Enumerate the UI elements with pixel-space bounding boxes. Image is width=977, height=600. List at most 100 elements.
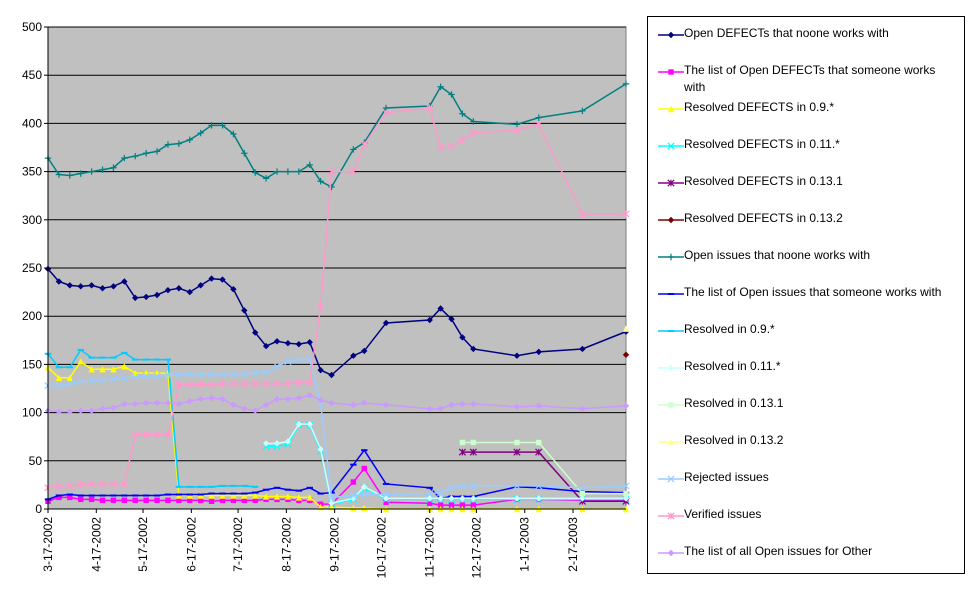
legend-marker	[667, 105, 675, 113]
data-point	[153, 148, 161, 155]
y-tick-label: 0	[35, 502, 42, 516]
data-point	[120, 480, 128, 488]
data-point	[273, 168, 281, 175]
legend-label: The list of Open issues that someone wor…	[684, 285, 942, 299]
data-point	[143, 497, 149, 504]
data-point	[470, 502, 477, 508]
data-point	[470, 439, 477, 446]
data-point	[197, 129, 204, 137]
data-point	[306, 420, 313, 428]
series-12	[622, 325, 630, 332]
series-14	[44, 104, 630, 492]
data-point	[186, 288, 193, 296]
data-point	[578, 210, 587, 218]
data-point	[164, 371, 172, 379]
legend-marker	[667, 549, 675, 557]
data-point	[109, 375, 118, 383]
data-point	[132, 152, 139, 160]
data-point	[208, 498, 215, 504]
legend-item: Resolved DEFECTS in 0.11.*	[648, 128, 966, 165]
data-point	[87, 377, 96, 385]
data-point	[131, 431, 139, 439]
data-point	[98, 376, 107, 384]
x-tick-label: 12-17-2002	[469, 517, 483, 579]
data-point	[437, 495, 444, 502]
legend-label: Open issues that noone works with	[684, 248, 871, 262]
data-point	[535, 114, 542, 121]
data-point	[579, 495, 586, 502]
data-point	[436, 143, 445, 152]
data-point	[579, 345, 586, 353]
data-point	[514, 439, 520, 446]
data-point	[273, 395, 281, 403]
data-point	[469, 129, 477, 137]
data-point	[622, 495, 630, 502]
data-point	[262, 401, 270, 409]
legend-item: The list of Open issues that someone wor…	[648, 276, 966, 313]
data-point	[447, 142, 456, 151]
y-tick-label: 200	[22, 309, 42, 323]
legend-label: Resolved in 0.13.2	[684, 433, 784, 447]
data-point	[99, 405, 106, 412]
data-point	[284, 438, 292, 445]
data-point	[132, 497, 138, 504]
data-point	[230, 401, 237, 409]
data-point	[448, 315, 455, 323]
data-point	[251, 369, 259, 377]
data-point	[349, 491, 357, 500]
data-point	[459, 439, 466, 446]
legend-swatch	[658, 293, 684, 295]
legend-label: Open DEFECTs that noone works with	[684, 26, 889, 40]
data-point	[176, 497, 182, 504]
data-point	[131, 373, 139, 381]
x-tick-label: 3-17-2002	[41, 517, 55, 572]
data-point	[306, 494, 313, 501]
data-point	[350, 352, 357, 359]
data-point	[241, 405, 248, 412]
data-point	[175, 381, 183, 389]
data-point	[469, 482, 477, 490]
data-point	[513, 495, 521, 502]
y-tick-label: 100	[22, 406, 42, 420]
data-point	[99, 497, 106, 504]
legend-swatch	[658, 512, 684, 520]
data-point	[153, 431, 161, 439]
legend-label: The list of Open DEFECTs that someone wo…	[684, 63, 936, 94]
legend-swatch	[658, 475, 684, 483]
data-point	[110, 164, 117, 171]
data-point	[197, 381, 205, 389]
data-point	[142, 399, 150, 407]
data-point	[448, 502, 455, 508]
data-point	[142, 293, 150, 301]
data-point	[165, 497, 171, 504]
data-point	[459, 400, 466, 408]
data-point	[252, 497, 258, 504]
data-point	[382, 319, 390, 327]
data-point	[295, 494, 303, 501]
x-tick-label: 1-17-2003	[518, 517, 532, 572]
data-point	[436, 488, 445, 497]
data-point	[99, 166, 106, 173]
data-point	[317, 396, 324, 404]
data-point	[513, 448, 521, 456]
legend-item: Resolved in 0.9.*	[648, 313, 966, 350]
axes: 0 50 100 150 200 250 300 350 400 450 500 3-17-2002 4…	[22, 20, 626, 578]
data-point	[273, 380, 281, 388]
data-point	[426, 104, 434, 112]
data-point	[361, 504, 368, 512]
data-point	[350, 401, 357, 409]
data-point	[426, 495, 433, 502]
data-point	[284, 395, 292, 403]
data-point	[66, 282, 74, 289]
data-point	[219, 492, 226, 499]
y-tick-label: 250	[22, 261, 42, 275]
legend-label: Resolved DEFECTS in 0.13.2	[684, 211, 843, 225]
data-point	[153, 372, 161, 380]
legend-label: Resolved in 0.13.1	[684, 396, 784, 410]
x-tick-label: 6-17-2002	[184, 517, 198, 572]
legend-swatch	[658, 105, 684, 113]
data-point	[317, 178, 324, 185]
data-point	[578, 484, 587, 492]
legend-label: Resolved in 0.9.*	[684, 322, 775, 336]
series-line	[462, 451, 626, 503]
